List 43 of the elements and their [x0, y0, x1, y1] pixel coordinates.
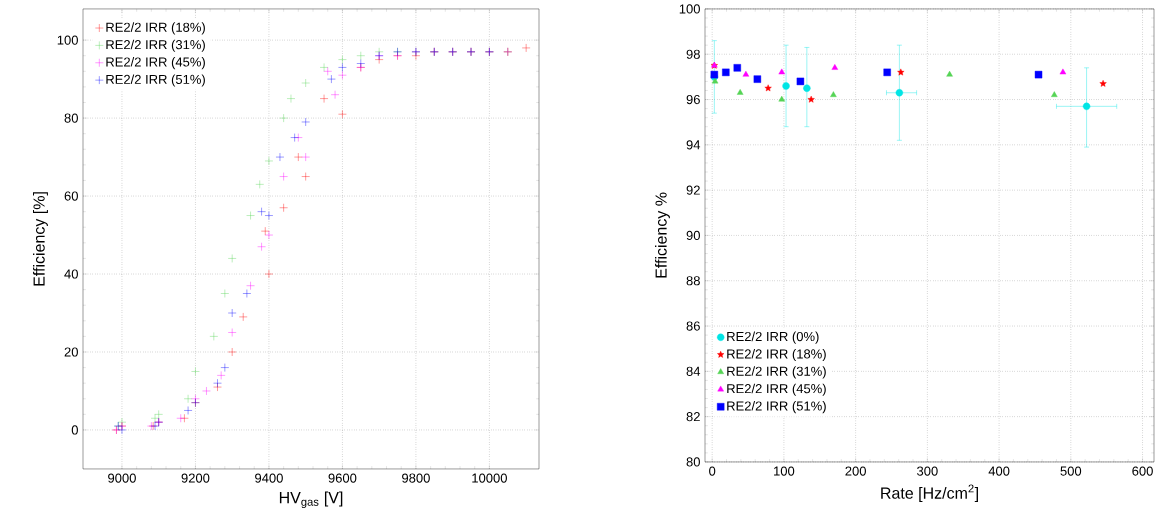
legend-label: RE2/2 IRR (31%): [727, 366, 826, 379]
x-tick-label: 600: [1132, 466, 1153, 476]
y-tick-label: 94: [686, 140, 701, 150]
x-tick-label: 100: [774, 466, 795, 476]
x-tick-label: 300: [917, 466, 938, 476]
y-tick-label: 0: [71, 425, 78, 435]
legend-label: RE2/2 IRR (18%): [727, 348, 826, 362]
x-tick-label: 500: [1060, 466, 1082, 476]
y-tick-label: 84: [686, 366, 701, 376]
y-tick-label: 20: [64, 347, 78, 357]
x-tick-label: 9800: [402, 473, 430, 483]
legend-label: RE2/2 IRR (0%): [727, 331, 819, 344]
y-tick-label: 88: [686, 276, 700, 286]
y-tick-label: 82: [686, 412, 700, 422]
y-tick-label: 98: [686, 49, 700, 59]
y-tick-label: 80: [686, 457, 700, 467]
x-tick-label: 9000: [108, 473, 136, 483]
y-tick-label: 96: [686, 94, 700, 105]
y-tick-label: 92: [686, 185, 700, 195]
legend-label: RE2/2 IRR (51%): [106, 74, 205, 87]
x-tick-label: 9400: [255, 473, 283, 483]
legend-label: RE2/2 IRR (45%): [106, 57, 205, 70]
x-tick-label: 400: [988, 466, 1010, 476]
y-axis-title: Efficiency [%]: [33, 192, 48, 286]
x-axis-title: Rate [Hz/cm$^{2}$]: [881, 484, 978, 502]
x-tick-label: 10000: [472, 473, 507, 483]
x-axis-title: HV$_{gas}$ [V]: [279, 491, 343, 509]
y-tick-label: 40: [64, 269, 78, 279]
legend-label: RE2/2 IRR (51%): [727, 401, 826, 414]
x-tick-label: 0: [709, 466, 716, 476]
y-tick-label: 86: [686, 321, 700, 331]
x-tick-label: 9600: [328, 473, 357, 483]
y-tick-label: 90: [686, 230, 700, 241]
x-tick-label: 200: [845, 466, 866, 476]
y-tick-label: 80: [64, 113, 78, 123]
x-tick-label: 9200: [181, 473, 210, 483]
y-tick-label: 100: [679, 4, 700, 14]
legend-label: RE2/2 IRR (31%): [106, 39, 205, 52]
legend-label: RE2/2 IRR (18%): [106, 22, 205, 35]
y-tick-label: 60: [64, 191, 78, 201]
legend-label: RE2/2 IRR (45%): [727, 383, 826, 396]
y-axis-title: Efficiency %: [655, 192, 670, 278]
y-tick-label: 100: [57, 35, 78, 45]
